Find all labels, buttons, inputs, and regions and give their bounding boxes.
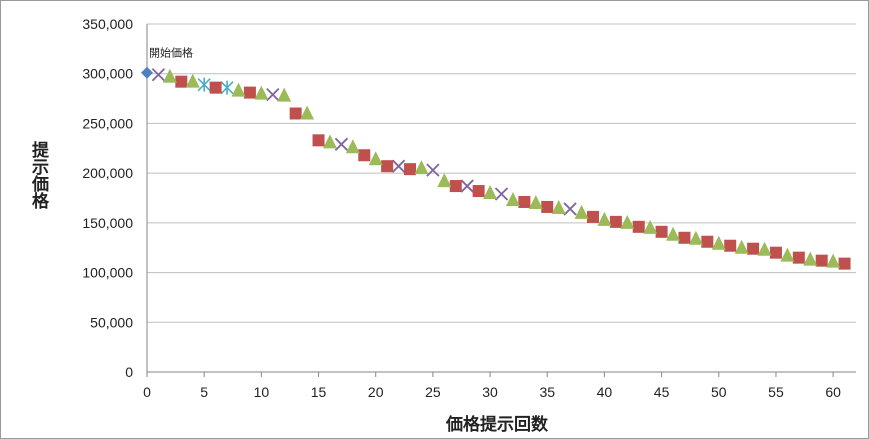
data-point-x — [266, 87, 280, 102]
data-point-triangle — [277, 87, 292, 102]
data-point-triangle — [597, 211, 612, 226]
data-point-diamond — [141, 66, 153, 79]
x-tick-label: 35 — [539, 384, 555, 400]
x-tick-label: 5 — [200, 384, 208, 400]
data-point-square — [815, 254, 828, 267]
data-point-square — [655, 225, 668, 238]
data-point-x — [391, 159, 406, 173]
y-tick-label: 100,000 — [82, 265, 133, 281]
data-point-triangle — [803, 251, 818, 266]
data-point-square — [381, 160, 394, 173]
data-point-triangle — [231, 82, 246, 97]
data-point-square — [701, 235, 714, 248]
x-tick-label: 45 — [654, 384, 670, 400]
x-tick-label: 50 — [711, 384, 727, 400]
data-point-square — [472, 185, 485, 198]
x-tick-label: 40 — [597, 384, 613, 400]
data-point-square — [838, 257, 851, 270]
x-tick-label: 15 — [311, 384, 327, 400]
data-point-square — [769, 246, 782, 259]
data-point-square — [243, 86, 256, 99]
data-point-triangle — [620, 214, 635, 229]
x-tick-label: 10 — [254, 384, 270, 400]
data-point-square — [312, 134, 325, 147]
data-point-square — [792, 251, 805, 264]
y-tick-label: 50,000 — [90, 314, 133, 330]
data-point-asterisk — [220, 80, 234, 95]
data-point-triangle — [162, 68, 177, 83]
data-point-x — [460, 179, 474, 193]
data-point-triangle — [734, 239, 749, 254]
data-point-triangle — [666, 226, 681, 241]
data-point-triangle — [345, 139, 360, 154]
data-point-triangle — [505, 191, 520, 206]
x-tick-label: 60 — [825, 384, 841, 400]
data-point-triangle — [483, 185, 498, 200]
data-point-square — [518, 195, 531, 208]
data-point-square — [449, 180, 462, 193]
data-point-x — [563, 202, 577, 216]
annotation-label: 開始価格 — [149, 46, 193, 60]
data-point-triangle — [643, 219, 658, 234]
data-point-x — [426, 163, 440, 177]
data-point-triangle — [711, 235, 726, 250]
data-point-square — [609, 215, 622, 228]
x-tick-label: 0 — [143, 384, 151, 400]
data-point-triangle — [254, 85, 269, 100]
data-point-square — [404, 163, 417, 176]
gridlines — [147, 23, 856, 323]
data-point-square — [175, 75, 188, 88]
data-point-triangle — [322, 134, 337, 149]
y-tick-label: 250,000 — [82, 115, 133, 131]
data-point-x — [494, 187, 509, 201]
y-tick-label: 0 — [125, 364, 133, 380]
data-point-triangle — [574, 204, 589, 219]
y-tick-label: 200,000 — [82, 165, 133, 181]
data-point-x — [334, 137, 349, 151]
data-points — [141, 66, 851, 270]
data-point-asterisk — [197, 77, 211, 92]
x-tick-labels: 0 5 10 15 20 25 30 35 40 45 50 55 60 — [143, 384, 841, 400]
x-tick-label: 55 — [768, 384, 784, 400]
x-tick-label: 20 — [368, 384, 384, 400]
data-point-square — [586, 210, 599, 223]
data-point-square — [289, 107, 302, 120]
y-axis-label: 提示価格 — [28, 141, 50, 210]
x-tick-label: 30 — [482, 384, 498, 400]
y-tick-label: 150,000 — [82, 215, 133, 231]
data-point-square — [678, 231, 691, 244]
data-point-triangle — [528, 194, 543, 209]
data-point-triangle — [185, 73, 200, 88]
data-point-triangle — [780, 247, 795, 262]
data-point-triangle — [688, 230, 703, 245]
x-axis-label: 価格提示回数 — [445, 414, 549, 435]
y-tick-labels: 0 50,000 100,000 150,000 200,000 250,000 300,0… — [82, 16, 133, 380]
data-point-triangle — [368, 151, 383, 166]
data-point-square — [541, 200, 554, 213]
y-tick-label: 350,000 — [82, 16, 133, 32]
x-tick-label: 25 — [425, 384, 441, 400]
data-point-triangle — [757, 241, 772, 256]
data-point-x — [151, 68, 166, 82]
data-point-square — [632, 220, 645, 233]
axes — [146, 24, 856, 377]
y-tick-label: 300,000 — [82, 66, 133, 82]
data-point-triangle — [551, 199, 566, 214]
data-point-triangle — [826, 253, 841, 268]
data-point-triangle — [437, 173, 452, 188]
annotations: 開始価格 — [149, 46, 193, 60]
data-point-square — [747, 242, 760, 255]
data-point-triangle — [300, 105, 315, 120]
data-point-square — [358, 149, 371, 162]
data-point-square — [724, 239, 737, 252]
data-point-triangle — [414, 160, 429, 175]
data-point-square — [209, 81, 222, 94]
